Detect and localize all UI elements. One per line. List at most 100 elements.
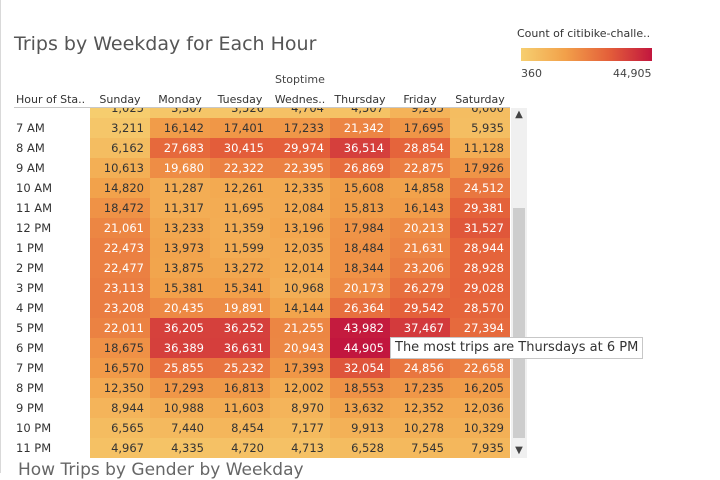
column-header[interactable]: Thursday bbox=[334, 93, 386, 106]
heatmap-cell[interactable]: 26,279 bbox=[390, 278, 450, 298]
heatmap-cell[interactable]: 3,211 bbox=[90, 118, 150, 138]
heatmap-cell[interactable]: 18,344 bbox=[330, 258, 390, 278]
heatmap-cell[interactable]: 17,393 bbox=[270, 358, 330, 378]
column-header[interactable]: Saturday bbox=[455, 93, 505, 106]
heatmap-grid[interactable]: 1,025 3,307 3,526 4,704 4,507 9,265 6,000 3,211… bbox=[90, 108, 510, 458]
heatmap-cell[interactable]: 4,704 bbox=[270, 108, 330, 118]
heatmap-cell[interactable]: 6,565 bbox=[90, 418, 150, 438]
scroll-down-icon[interactable]: ▼ bbox=[515, 445, 523, 456]
heatmap-cell[interactable]: 23,206 bbox=[390, 258, 450, 278]
heatmap-cell[interactable]: 10,278 bbox=[390, 418, 450, 438]
heatmap-cell[interactable]: 28,928 bbox=[450, 258, 510, 278]
heatmap-cell[interactable]: 12,335 bbox=[270, 178, 330, 198]
heatmap-cell[interactable]: 4,713 bbox=[270, 438, 330, 458]
heatmap-cell[interactable]: 22,395 bbox=[270, 158, 330, 178]
heatmap-cell[interactable]: 27,683 bbox=[150, 138, 210, 158]
heatmap-cell[interactable]: 31,527 bbox=[450, 218, 510, 238]
heatmap-cell[interactable]: 12,084 bbox=[270, 198, 330, 218]
heatmap-cell[interactable]: 12,002 bbox=[270, 378, 330, 398]
heatmap-cell[interactable]: 15,341 bbox=[210, 278, 270, 298]
heatmap-cell[interactable]: 12,035 bbox=[270, 238, 330, 258]
heatmap-cell[interactable]: 4,967 bbox=[90, 438, 150, 458]
heatmap-cell[interactable]: 21,631 bbox=[390, 238, 450, 258]
heatmap-cell[interactable]: 11,603 bbox=[210, 398, 270, 418]
heatmap-cell[interactable]: 15,608 bbox=[330, 178, 390, 198]
heatmap-cell[interactable]: 18,484 bbox=[330, 238, 390, 258]
heatmap-cell[interactable]: 17,233 bbox=[270, 118, 330, 138]
heatmap-cell[interactable]: 10,613 bbox=[90, 158, 150, 178]
heatmap-cell[interactable]: 29,974 bbox=[270, 138, 330, 158]
heatmap-cell[interactable]: 14,858 bbox=[390, 178, 450, 198]
heatmap-cell[interactable]: 19,891 bbox=[210, 298, 270, 318]
heatmap-cell[interactable]: 13,973 bbox=[150, 238, 210, 258]
heatmap-cell[interactable]: 17,984 bbox=[330, 218, 390, 238]
heatmap-cell[interactable]: 6,162 bbox=[90, 138, 150, 158]
heatmap-cell[interactable]: 28,944 bbox=[450, 238, 510, 258]
heatmap-cell[interactable]: 13,272 bbox=[210, 258, 270, 278]
heatmap-cell[interactable]: 4,335 bbox=[150, 438, 210, 458]
heatmap-cell[interactable]: 15,813 bbox=[330, 198, 390, 218]
heatmap-cell[interactable]: 25,855 bbox=[150, 358, 210, 378]
heatmap-cell[interactable]: 29,028 bbox=[450, 278, 510, 298]
heatmap-cell[interactable]: 12,352 bbox=[390, 398, 450, 418]
heatmap-cell[interactable]: 23,208 bbox=[90, 298, 150, 318]
heatmap-cell[interactable]: 29,542 bbox=[390, 298, 450, 318]
heatmap-cell[interactable]: 22,473 bbox=[90, 238, 150, 258]
heatmap-cell[interactable]: 24,512 bbox=[450, 178, 510, 198]
heatmap-cell[interactable]: 36,252 bbox=[210, 318, 270, 338]
heatmap-cell[interactable]: 21,342 bbox=[330, 118, 390, 138]
heatmap-cell[interactable]: 6,528 bbox=[330, 438, 390, 458]
heatmap-cell[interactable]: 18,472 bbox=[90, 198, 150, 218]
heatmap-cell[interactable]: 9,265 bbox=[390, 108, 450, 118]
heatmap-cell[interactable]: 37,467 bbox=[390, 318, 450, 338]
heatmap-cell[interactable]: 25,232 bbox=[210, 358, 270, 378]
heatmap-cell[interactable]: 20,435 bbox=[150, 298, 210, 318]
heatmap-cell[interactable]: 12,036 bbox=[450, 398, 510, 418]
heatmap-cell[interactable]: 17,293 bbox=[150, 378, 210, 398]
heatmap-cell[interactable]: 22,322 bbox=[210, 158, 270, 178]
heatmap-cell[interactable]: 16,813 bbox=[210, 378, 270, 398]
heatmap-cell[interactable]: 7,545 bbox=[390, 438, 450, 458]
heatmap-cell[interactable]: 6,000 bbox=[450, 108, 510, 118]
heatmap-cell[interactable]: 36,205 bbox=[150, 318, 210, 338]
heatmap-cell[interactable]: 13,632 bbox=[330, 398, 390, 418]
heatmap-cell[interactable]: 24,856 bbox=[390, 358, 450, 378]
heatmap-cell[interactable]: 7,935 bbox=[450, 438, 510, 458]
heatmap-cell[interactable]: 36,389 bbox=[150, 338, 210, 358]
column-header[interactable]: Friday bbox=[403, 93, 437, 106]
heatmap-cell[interactable]: 11,287 bbox=[150, 178, 210, 198]
heatmap-cell[interactable]: 17,401 bbox=[210, 118, 270, 138]
heatmap-cell[interactable]: 12,261 bbox=[210, 178, 270, 198]
heatmap-cell[interactable]: 22,658 bbox=[450, 358, 510, 378]
heatmap-cell[interactable]: 21,061 bbox=[90, 218, 150, 238]
heatmap-cell[interactable]: 4,720 bbox=[210, 438, 270, 458]
column-header[interactable]: Tuesday bbox=[217, 93, 263, 106]
heatmap-cell[interactable]: 11,695 bbox=[210, 198, 270, 218]
heatmap-cell[interactable]: 16,143 bbox=[390, 198, 450, 218]
heatmap-cell[interactable]: 10,988 bbox=[150, 398, 210, 418]
heatmap-cell[interactable]: 7,177 bbox=[270, 418, 330, 438]
heatmap-cell[interactable]: 28,570 bbox=[450, 298, 510, 318]
heatmap-cell[interactable]: 19,680 bbox=[150, 158, 210, 178]
heatmap-cell[interactable]: 26,364 bbox=[330, 298, 390, 318]
heatmap-cell[interactable]: 7,440 bbox=[150, 418, 210, 438]
heatmap-cell[interactable]: 17,695 bbox=[390, 118, 450, 138]
heatmap-cell[interactable]: 4,507 bbox=[330, 108, 390, 118]
heatmap-cell[interactable]: 20,173 bbox=[330, 278, 390, 298]
column-header[interactable]: Sunday bbox=[99, 93, 141, 106]
heatmap-cell[interactable]: 12,350 bbox=[90, 378, 150, 398]
heatmap-cell[interactable]: 44,905 bbox=[330, 338, 390, 358]
heatmap-cell[interactable]: 30,415 bbox=[210, 138, 270, 158]
color-legend[interactable]: Count of citibike-challe.. 360 44,905 bbox=[517, 27, 657, 80]
heatmap-cell[interactable]: 13,875 bbox=[150, 258, 210, 278]
heatmap-cell[interactable]: 17,926 bbox=[450, 158, 510, 178]
heatmap-cell[interactable]: 43,982 bbox=[330, 318, 390, 338]
heatmap-cell[interactable]: 32,054 bbox=[330, 358, 390, 378]
heatmap-cell[interactable]: 11,599 bbox=[210, 238, 270, 258]
heatmap-cell[interactable]: 1,025 bbox=[90, 108, 150, 118]
heatmap-cell[interactable]: 27,394 bbox=[450, 318, 510, 338]
heatmap-cell[interactable]: 20,943 bbox=[270, 338, 330, 358]
heatmap-cell[interactable]: 23,113 bbox=[90, 278, 150, 298]
heatmap-cell[interactable]: 3,526 bbox=[210, 108, 270, 118]
heatmap-cell[interactable]: 17,235 bbox=[390, 378, 450, 398]
